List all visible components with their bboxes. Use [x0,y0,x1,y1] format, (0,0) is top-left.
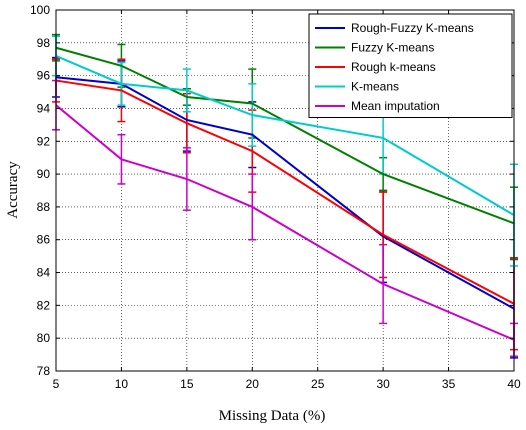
series-line [55,55,515,216]
series-line [55,46,515,225]
legend-label: Fuzzy K-means [351,41,434,55]
y-tick-label: 82 [37,298,51,312]
y-tick-label: 100 [30,3,50,17]
y-tick-label: 98 [37,36,51,50]
x-tick-label: 5 [53,377,60,391]
x-tick-label: 10 [115,377,129,391]
y-tick-label: 78 [37,364,51,378]
y-tick-label: 80 [37,331,51,345]
y-axis-label: Accuracy [5,161,21,219]
x-axis-label: Missing Data (%) [219,408,326,424]
legend-label: Rough-Fuzzy K-means [351,21,474,35]
y-tick-label: 96 [37,69,51,83]
y-tick-label: 88 [37,200,51,214]
y-tick-label: 92 [37,134,51,148]
x-tick-label: 15 [180,377,194,391]
legend-box [308,13,513,118]
x-tick-label: 35 [442,377,456,391]
y-tick-label: 94 [37,101,51,115]
legend-label: Rough k-means [351,60,436,74]
x-tick-label: 20 [246,377,260,391]
series-line [55,104,515,341]
x-tick-label: 40 [507,377,521,391]
legend-label: K-means [351,80,399,94]
x-tick-label: 30 [376,377,390,391]
plot-frame [55,9,515,372]
y-tick-label: 84 [37,266,51,280]
x-axis-ticks: 5 10 15 20 25 30 35 40 [53,10,521,391]
y-tick-label: 90 [37,167,51,181]
y-tick-label: 86 [37,233,51,247]
legend-label: Mean imputation [351,99,440,113]
series-line [55,79,515,305]
legend: Rough-Fuzzy K-means Fuzzy K-means Rough k-… [308,13,513,118]
series-lines [55,46,515,341]
x-tick-label: 25 [311,377,325,391]
series-line [55,76,515,310]
